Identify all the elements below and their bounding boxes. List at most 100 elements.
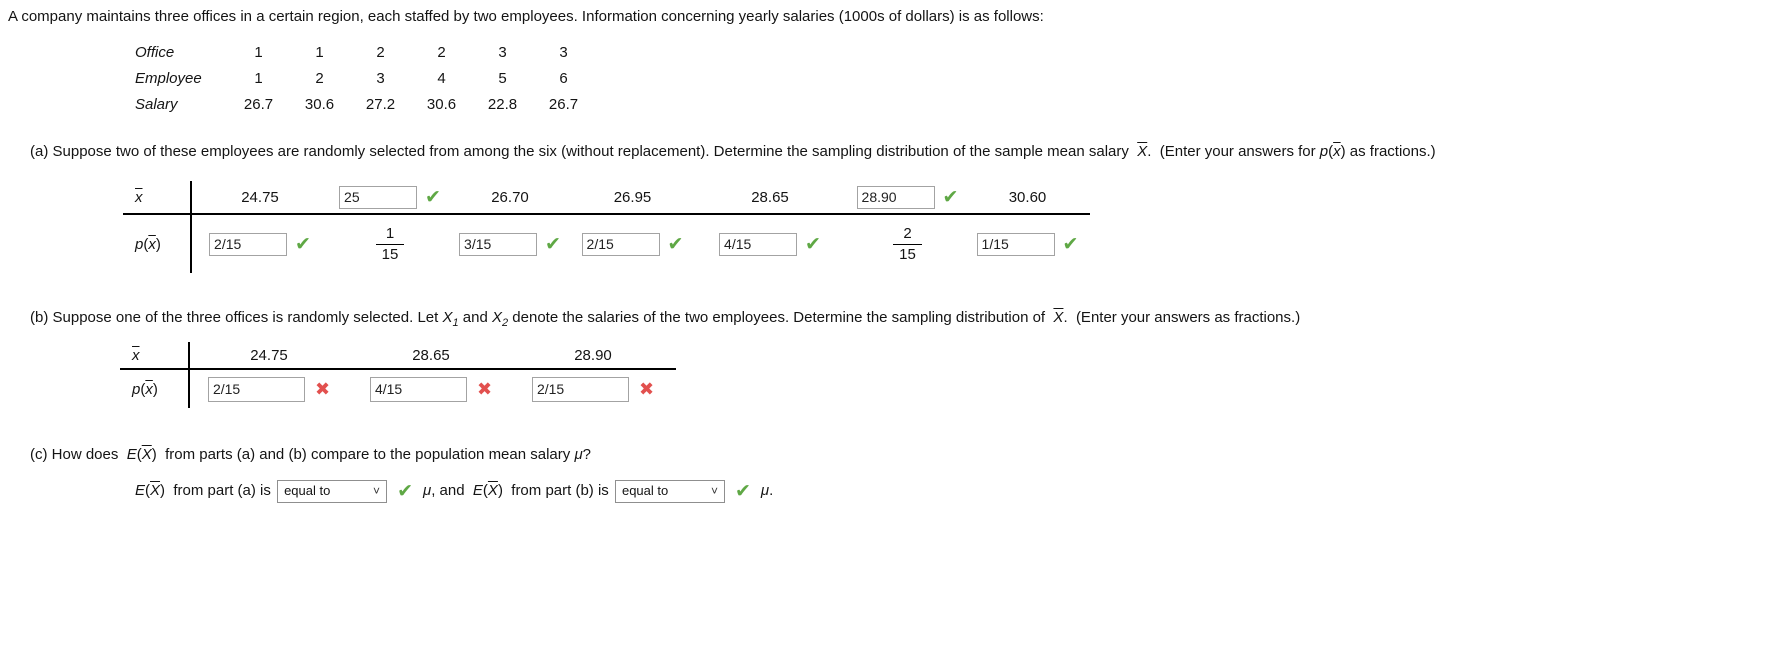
employee-value: 6 (559, 69, 568, 87)
xbar-cell: 28.90 (512, 347, 674, 364)
office-value: 3 (498, 43, 507, 61)
xbar-row-label: x (123, 189, 190, 206)
x1-symbol: X1 (442, 309, 458, 329)
probability-cell: ✔ (190, 232, 330, 256)
table-row-employee: Employee 1 2 3 4 5 6 (135, 65, 594, 91)
part-c-text: (c) How does (30, 446, 127, 463)
xbar-cell: 26.95 (570, 189, 695, 206)
probability-cell: ✖ (188, 376, 350, 402)
office-value: 2 (437, 43, 446, 61)
p-xbar-answer-input[interactable] (976, 232, 1055, 256)
chevron-down-icon: ˅ (373, 484, 381, 499)
paren: ( (145, 482, 151, 499)
probability-row: p(x) ✖ ✖ ✖ (120, 370, 676, 408)
paren: ) (1340, 143, 1346, 160)
part-b-text: denote the salaries of the two employees… (508, 309, 1054, 326)
xbar-cell: 26.70 (450, 189, 570, 206)
table-vertical-line (188, 342, 190, 408)
chevron-down-icon: ˅ (710, 484, 718, 499)
p-xbar-answer-input[interactable] (459, 232, 538, 256)
paren: ) (497, 482, 503, 499)
xbar-row: x 24.75 28.65 28.90 (120, 342, 676, 370)
probability-cell: ✔ (570, 232, 695, 256)
p-xbar-row-label: p(x) (120, 381, 188, 398)
p-xbar-answer-input[interactable] (369, 376, 467, 402)
p-xbar-answer-input[interactable] (531, 376, 629, 402)
correct-check-icon: ✔ (805, 233, 821, 255)
xbar-answer-input[interactable] (856, 185, 935, 209)
table-row-salary: Salary 26.7 30.6 27.2 30.6 22.8 26.7 (135, 91, 594, 117)
part-c-answer-line: E(X) from part (a) is equal to ˅ ✔ μ, and E… (135, 478, 1765, 504)
paren: ) (155, 235, 161, 253)
xbar-value: 28.65 (412, 346, 450, 364)
row-label-employee: Employee (135, 69, 202, 87)
comparison-select-b[interactable]: equal to ˅ (614, 479, 725, 503)
xbar-symbol: X (150, 482, 161, 499)
paren: ) (152, 380, 158, 398)
paren: ( (143, 235, 149, 253)
probability-cell: ✔ (970, 232, 1085, 256)
xbar-row-label: x (120, 347, 188, 364)
xbar-value: 28.65 (751, 188, 789, 206)
xbar-answer-input[interactable] (339, 185, 418, 209)
correct-check-icon: ✔ (667, 233, 684, 255)
p-symbol: p (132, 380, 141, 398)
part-c-text: , and (431, 482, 473, 499)
part-b-text: . (Enter your answers as fractions.) (1063, 309, 1301, 326)
paren: ) (151, 446, 157, 463)
part-c-prompt: (c) How does E(X) from parts (a) and (b)… (30, 444, 1762, 466)
x-symbol: X (442, 309, 453, 326)
xbar-symbol: x (135, 188, 143, 206)
paren: ( (136, 446, 142, 463)
salary-value: 26.7 (243, 95, 274, 113)
p-xbar-row-label: p(x) (123, 236, 190, 253)
incorrect-cross-icon: ✖ (476, 379, 493, 399)
p-symbol: p (1319, 143, 1329, 160)
incorrect-cross-icon: ✖ (314, 379, 331, 399)
part-b-text: (b) Suppose one of the three offices is … (30, 309, 443, 326)
part-b-prompt: (b) Suppose one of the three offices is … (30, 307, 1762, 334)
selected-option-label: equal to (621, 483, 669, 499)
xbar-symbol: x (132, 346, 140, 364)
paren: ( (482, 482, 488, 499)
xbar-cell: 24.75 (188, 347, 350, 364)
correct-check-icon: ✔ (545, 233, 561, 255)
xbar-value: 30.60 (1008, 188, 1047, 206)
xbar-row: x 24.75 ✔ 26.70 26.95 28.65 ✔ 30.60 (123, 181, 1090, 215)
row-label-office: Office (135, 43, 175, 61)
e-symbol: E (126, 446, 137, 463)
xbar-symbol: x (1333, 143, 1341, 160)
xbar-cell: 30.60 (970, 189, 1085, 206)
mu-symbol: μ (574, 446, 583, 463)
probability-cell: ✖ (512, 376, 674, 402)
p-xbar-answer-input[interactable] (719, 232, 798, 256)
xbar-symbol: X (141, 446, 152, 463)
xbar-cell: 24.75 (190, 189, 330, 206)
xbar-symbol: X (1053, 309, 1064, 326)
office-value: 1 (254, 43, 263, 61)
part-a-distribution-table: x 24.75 ✔ 26.70 26.95 28.65 ✔ 30.60 p(x)… (123, 181, 1090, 273)
xbar-symbol: X (487, 482, 498, 499)
p-xbar-answer-input[interactable] (581, 232, 660, 256)
xbar-symbol: x (145, 380, 153, 398)
probability-row: p(x) ✔ 115 ✔ ✔ ✔ 215 ✔ (123, 215, 1090, 273)
part-a-text: as fractions.) (1345, 143, 1436, 160)
e-symbol: E (472, 482, 483, 499)
probability-fraction: 1 15 (375, 225, 405, 263)
xbar-value: 24.75 (250, 346, 288, 364)
employee-value: 3 (376, 69, 385, 87)
paren: ) (160, 482, 166, 499)
office-value: 1 (315, 43, 324, 61)
part-b-distribution-table: x 24.75 28.65 28.90 p(x) ✖ ✖ ✖ (120, 342, 676, 408)
xbar-cell: 28.65 (695, 189, 845, 206)
part-c-text: from part (b) is (502, 482, 613, 499)
p-xbar-answer-input[interactable] (209, 232, 288, 256)
probability-cell: 1 15 (330, 225, 450, 263)
p-xbar-answer-input[interactable] (207, 376, 305, 402)
fraction-denominator: 15 (893, 243, 922, 263)
salary-data-table: Office 1 1 2 2 3 3 Employee 1 2 3 4 5 6 … (135, 39, 594, 117)
part-a-text: . (Enter your answers for (1147, 143, 1320, 160)
part-a-text: (a) Suppose two of these employees are r… (30, 143, 1138, 160)
comparison-select-a[interactable]: equal to ˅ (277, 479, 388, 503)
paren: ( (1328, 143, 1334, 160)
